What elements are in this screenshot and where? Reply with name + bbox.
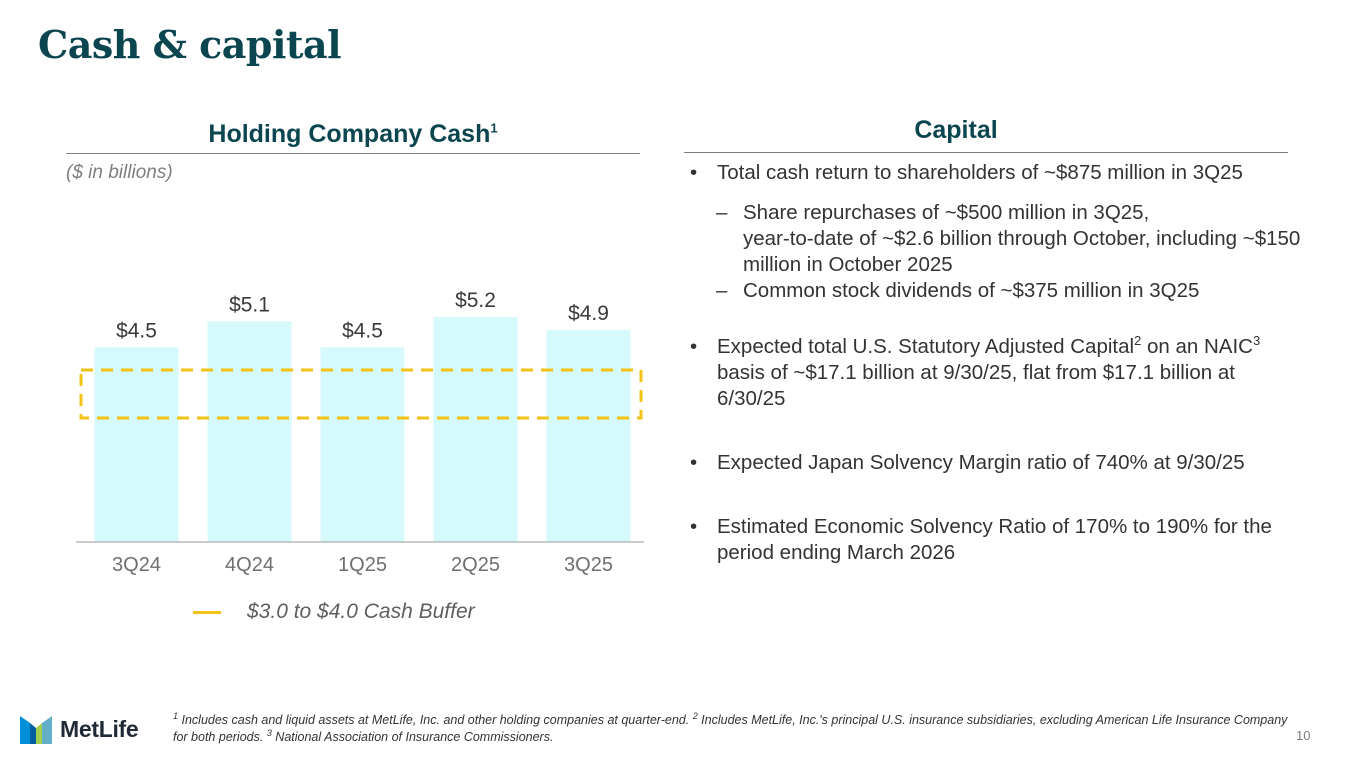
- bullet-statutory-capital-c: basis of ~$17.1 billion at 9/30/25, flat…: [717, 361, 1235, 410]
- holding-cash-heading: Holding Company Cash1: [66, 120, 640, 149]
- bullet-japan-solvency: Expected Japan Solvency Margin ratio of …: [690, 450, 1320, 476]
- capital-heading: Capital: [914, 116, 998, 144]
- bar-1q25: [320, 347, 405, 542]
- sub-bullet-dividends: Common stock dividends of ~$375 million …: [690, 278, 1320, 304]
- footnote-text-3: National Association of Insurance Commis…: [271, 730, 554, 744]
- value-label-3q24: $4.5: [116, 319, 157, 342]
- footnote-num-1: 1: [173, 710, 179, 721]
- holding-cash-heading-sup: 1: [490, 120, 498, 136]
- bullet-statutory-capital-b: on an NAIC: [1141, 335, 1253, 358]
- category-label-2q25: 2Q25: [451, 554, 500, 576]
- right-heading-rule: [684, 152, 1288, 153]
- sub-bullet-repurchases: Share repurchases of ~$500 million in 3Q…: [690, 200, 1320, 278]
- sub-bullet-repurchases-line2: year-to-date of ~$2.6 billion through Oc…: [743, 227, 1301, 276]
- sub-bullet-repurchases-line1: Share repurchases of ~$500 million in 3Q…: [743, 201, 1150, 224]
- bullet-cash-return: Total cash return to shareholders of ~$8…: [690, 160, 1320, 186]
- footnote-ref-3: 3: [1252, 333, 1261, 349]
- category-label-1q25: 1Q25: [338, 554, 387, 576]
- bullet-statutory-capital-a: Expected total U.S. Statutory Adjusted C…: [717, 335, 1135, 358]
- metlife-logo-text: MetLife: [60, 715, 139, 742]
- unit-note: ($ in billions): [66, 162, 173, 183]
- bullet-statutory-capital: Expected total U.S. Statutory Adjusted C…: [690, 334, 1320, 412]
- footnote: 1 Includes cash and liquid assets at Met…: [173, 710, 1293, 746]
- footnote-num-2: 2: [692, 710, 698, 721]
- metlife-logo: MetLife: [20, 714, 139, 744]
- legend-buffer-swatch: [193, 610, 221, 614]
- page-title: Cash & capital: [38, 22, 342, 67]
- footnote-num-3: 3: [266, 727, 272, 738]
- footnote-ref-2: 2: [1134, 333, 1142, 349]
- legend-buffer-label: $3.0 to $4.0 Cash Buffer: [247, 600, 475, 623]
- footnote-text-2: Includes MetLife, Inc.'s principal U.S. …: [173, 713, 1288, 744]
- page-number: 10: [1296, 728, 1311, 743]
- bar-3q24: [94, 347, 179, 542]
- chart-legend: $3.0 to $4.0 Cash Buffer: [193, 600, 475, 624]
- value-label-1q25: $4.5: [342, 319, 383, 342]
- value-label-4q24: $5.1: [229, 293, 270, 316]
- bullet-economic-solvency: Estimated Economic Solvency Ratio of 170…: [690, 514, 1320, 566]
- category-label-4q24: 4Q24: [225, 554, 274, 576]
- category-label-3q24: 3Q24: [112, 554, 161, 576]
- bar-4q24: [207, 321, 292, 542]
- value-label-3q25: $4.9: [568, 302, 609, 325]
- footnote-text-1: Includes cash and liquid assets at MetLi…: [178, 713, 693, 727]
- cash-buffer-band: [79, 368, 643, 420]
- category-label-3q25: 3Q25: [564, 554, 613, 576]
- metlife-logo-icon: [20, 716, 52, 744]
- capital-bullets: Total cash return to shareholders of ~$8…: [690, 160, 1320, 566]
- holding-cash-heading-text: Holding Company Cash: [208, 120, 491, 148]
- value-label-2q25: $5.2: [455, 289, 496, 312]
- bar-3q25: [546, 329, 631, 542]
- bar-2q25: [433, 317, 518, 542]
- left-heading-rule: [66, 153, 640, 154]
